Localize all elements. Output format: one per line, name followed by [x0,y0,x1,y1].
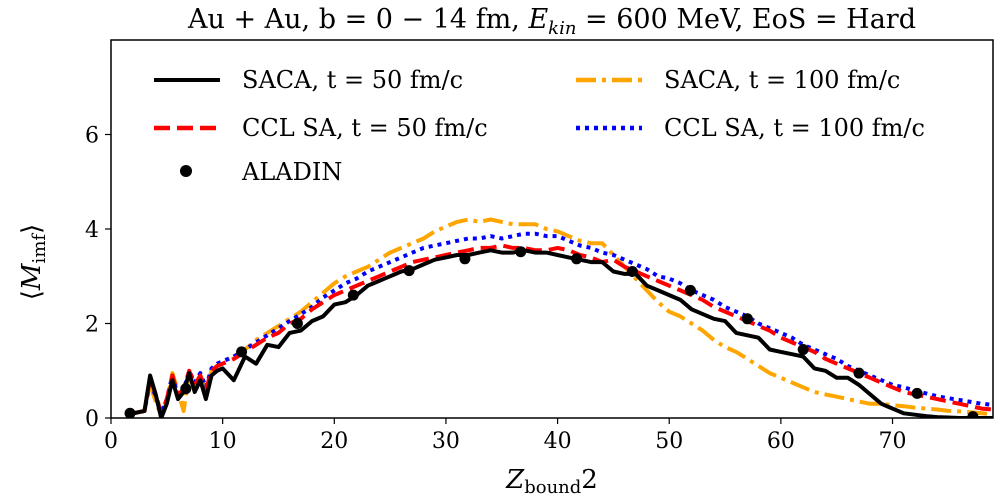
ylabel-close: ⟩ [17,224,47,234]
x-tick-label: 30 [432,429,460,454]
x-tick-label: 70 [879,429,907,454]
legend-label-aladin: ALADIN [241,158,342,186]
y-axis-label: ⟨Mimf⟩ [17,224,50,300]
y-tick-label: 2 [85,313,99,338]
x-tick-label: 10 [209,429,237,454]
series-line-1 [132,243,993,416]
title-var-sub: kin [548,18,576,39]
series-line-0 [132,248,993,418]
xlabel-main: Z [505,465,525,495]
aladin-point [911,387,923,399]
x-axis-label: Zbound2 [505,465,598,498]
y-tick-label: 0 [85,407,99,432]
x-axis-ticks: 0 10 20 30 40 50 60 70 [104,418,907,454]
legend: SACA, t = 50 fm/c CCL SA, t = 50 fm/c AL… [154,66,925,186]
x-tick-label: 20 [320,429,348,454]
y-tick-label: 4 [85,218,99,243]
aladin-point [515,246,527,258]
legend-label-ccl-100: CCL SA, t = 100 fm/c [664,114,925,142]
aladin-point [853,367,865,379]
title-prefix: Au + Au, b = 0 − 14 fm, [187,4,528,35]
aladin-point [459,253,471,265]
xlabel-sub: bound [524,477,581,498]
chart-title: Au + Au, b = 0 − 14 fm, Ekin = 600 MeV, … [187,4,916,39]
series-layer [132,217,993,418]
legend-label-saca-100: SACA, t = 100 fm/c [664,66,900,94]
legend-label-ccl-50: CCL SA, t = 50 fm/c [242,114,488,142]
y-axis-ticks: 0 2 4 6 [85,124,111,432]
aladin-point [291,318,303,329]
aladin-point [236,346,248,358]
aladin-point [180,383,192,395]
title-var: E [527,4,548,35]
series-line-3 [132,231,993,416]
x-tick-label: 60 [767,429,795,454]
aladin-point [347,289,359,301]
ylabel-main: M [17,262,47,291]
marker-layer [124,246,979,418]
ylabel-sub: imf [29,233,50,264]
legend-label-saca-50: SACA, t = 50 fm/c [242,66,463,94]
aladin-point [741,313,753,325]
ylabel-open: ⟨ [17,290,47,300]
x-tick-label: 0 [104,429,118,454]
xlabel-suffix: 2 [581,465,598,495]
aladin-point [626,266,638,277]
x-tick-label: 50 [655,429,683,454]
title-suffix: = 600 MeV, EoS = Hard [576,4,916,35]
aladin-point [571,253,583,265]
y-tick-label: 6 [85,124,99,149]
legend-swatch-aladin [180,165,192,177]
aladin-point [403,265,415,277]
aladin-point [684,284,696,296]
aladin-point [967,411,979,418]
x-tick-label: 40 [544,429,572,454]
aladin-point [124,407,136,418]
aladin-point [797,344,809,355]
